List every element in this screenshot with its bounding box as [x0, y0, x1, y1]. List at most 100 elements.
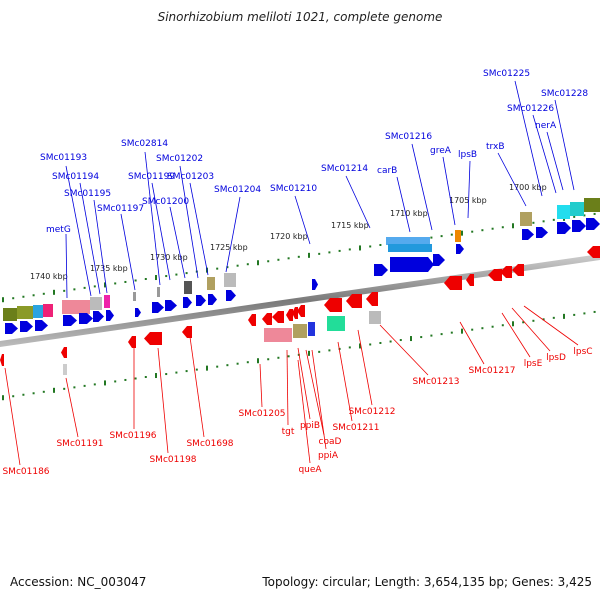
leader-line	[305, 349, 325, 436]
gene-label-SMc01200: SMc01200	[142, 197, 189, 207]
gene-block	[17, 306, 33, 319]
scale-tick	[257, 260, 259, 266]
forward-gene-arrow	[226, 290, 236, 301]
scale-label: 1735 kbp	[90, 264, 128, 273]
gene-label-SMc01199: SMc01199	[128, 172, 175, 182]
reverse-gene-arrow	[297, 305, 305, 317]
gene-label-SMc01193: SMc01193	[40, 153, 87, 163]
scale-tick	[93, 285, 96, 288]
scale-tick	[236, 362, 239, 365]
gene-block	[520, 212, 532, 226]
leader-line	[259, 363, 263, 408]
scale-tick	[246, 263, 249, 266]
forward-gene-arrow	[165, 300, 177, 311]
forward-gene-arrow	[522, 229, 534, 240]
scale-tick	[114, 380, 117, 383]
scale-tick	[63, 387, 66, 390]
gene-block	[184, 281, 192, 294]
gene-block	[293, 324, 307, 338]
scale-tick	[563, 313, 565, 319]
scale-tick	[583, 214, 586, 217]
scale-tick	[104, 282, 106, 288]
forward-gene-arrow	[135, 308, 141, 317]
scale-label: 1740 kbp	[30, 272, 68, 281]
leader-line	[65, 233, 68, 299]
gene-label-SMc01698: SMc01698	[186, 439, 233, 449]
gene-label-SMc01186: SMc01186	[2, 467, 49, 477]
scale-tick	[359, 343, 361, 349]
scale-tick	[165, 275, 168, 278]
forward-gene-arrow	[183, 297, 192, 308]
scale-tick	[369, 245, 372, 248]
gene-block	[104, 295, 110, 308]
scale-tick	[471, 230, 474, 233]
forward-gene-arrow	[557, 222, 571, 234]
scale-tick	[512, 321, 514, 327]
scale-tick	[185, 272, 188, 275]
forward-gene-arrow	[152, 302, 164, 313]
forward-gene-arrow	[390, 257, 434, 272]
reverse-gene-arrow	[248, 314, 256, 326]
scale-tick	[593, 212, 596, 215]
leader-line	[297, 359, 311, 464]
scale-tick	[155, 373, 157, 379]
gene-block	[455, 230, 461, 242]
scale-tick	[338, 249, 341, 252]
reverse-gene-arrow	[466, 274, 474, 286]
scale-tick	[532, 319, 535, 322]
scale-tick	[369, 343, 372, 346]
scale-tick	[359, 245, 361, 251]
gene-block	[557, 205, 570, 219]
gene-label-lpsE: lpsE	[524, 359, 543, 369]
scale-tick	[461, 328, 463, 334]
scale-labels: 1740 kbp 1735 kbp 1730 kbp 1725 kbp 1720 kbp…	[30, 183, 547, 281]
gene-block	[207, 277, 215, 290]
forward-gene-arrow	[374, 264, 388, 276]
scale-tick	[573, 215, 576, 218]
scale-upper-track	[2, 212, 596, 303]
forward-gene-arrow	[572, 220, 586, 232]
scale-tick	[552, 218, 555, 221]
gene-block	[133, 292, 136, 301]
leader-line	[286, 349, 289, 426]
gene-label-SMc01214: SMc01214	[321, 164, 368, 174]
scale-tick	[226, 364, 229, 367]
reverse-gene-arrow	[61, 347, 67, 358]
forward-gene-arrow	[5, 323, 18, 334]
scale-tick	[124, 280, 127, 283]
gene-label-carB: carB	[377, 166, 397, 176]
scale-tick	[83, 384, 86, 387]
leader-line	[179, 165, 199, 279]
gene-label-coaD: coaD	[319, 437, 342, 447]
gene-label-SMc01216: SMc01216	[385, 132, 432, 142]
scale-tick	[491, 325, 494, 328]
scale-tick	[481, 229, 484, 232]
leader-line	[501, 312, 531, 358]
scale-tick	[12, 395, 15, 398]
gene-label-lpsD: lpsD	[546, 353, 566, 363]
scale-tick	[552, 316, 555, 319]
leader-line	[337, 341, 353, 422]
gene-label-SMc01205: SMc01205	[238, 409, 285, 419]
forward-gene-arrow	[456, 244, 464, 254]
scale-tick	[2, 395, 4, 401]
gene-block	[224, 273, 236, 287]
scale-tick	[267, 260, 270, 263]
scale-tick	[42, 292, 45, 295]
gene-block	[264, 328, 292, 342]
scale-tick	[501, 226, 504, 229]
scale-tick	[73, 386, 76, 389]
scale-tick	[22, 393, 25, 396]
gene-label-SMc01217: SMc01217	[468, 366, 515, 376]
reverse-gene-arrow	[444, 276, 462, 290]
top-label-leaders: metGSMc01193SMc01194SMc01195SMc01197SMc0…	[40, 69, 588, 299]
gene-label-SMc01195: SMc01195	[64, 189, 111, 199]
reverse-gene-arrow	[0, 354, 4, 366]
leader-line	[546, 131, 564, 191]
scale-tick	[450, 233, 453, 236]
leader-line	[294, 195, 311, 245]
scale-tick	[379, 243, 382, 246]
scale-tick	[144, 376, 147, 379]
bottom-label-leaders: SMc01186 SMc01191 SMc01196 SMc01198 SMc01698…	[2, 305, 593, 477]
scale-tick	[410, 336, 412, 342]
